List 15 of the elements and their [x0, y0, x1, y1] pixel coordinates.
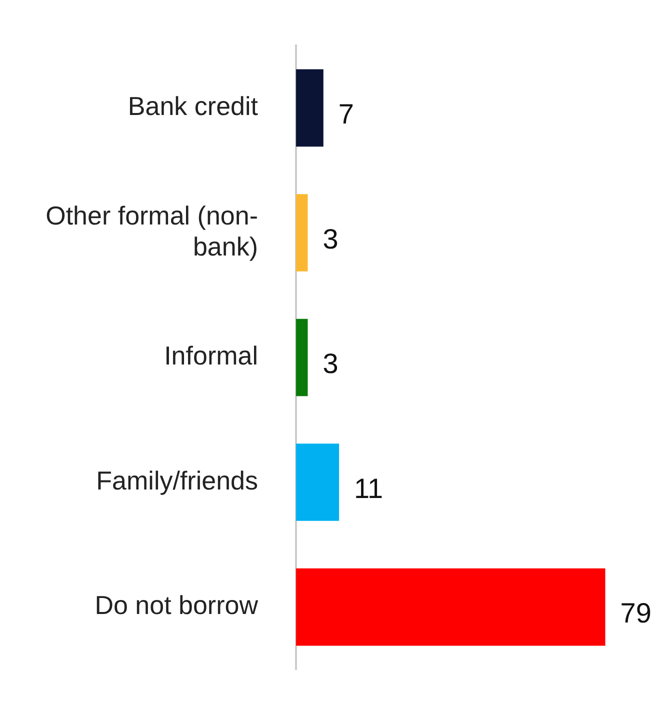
y-tick-label: Do not borrow	[94, 590, 258, 620]
data-label: 11	[354, 472, 384, 504]
bar	[296, 444, 340, 521]
data-label: 3	[322, 348, 338, 380]
y-tick-label: Other formal (non-bank)	[46, 200, 258, 262]
bar	[296, 318, 308, 396]
y-tick-label: Informal	[164, 340, 258, 371]
bar	[296, 194, 308, 272]
bar	[296, 568, 606, 646]
data-label: 3	[322, 223, 338, 254]
data-label: 79	[620, 598, 652, 629]
y-tick-label: Bank credit	[128, 91, 259, 122]
bar	[296, 69, 324, 147]
data-label: 7	[338, 98, 354, 130]
y-tick-label: Family/friends	[96, 465, 258, 496]
